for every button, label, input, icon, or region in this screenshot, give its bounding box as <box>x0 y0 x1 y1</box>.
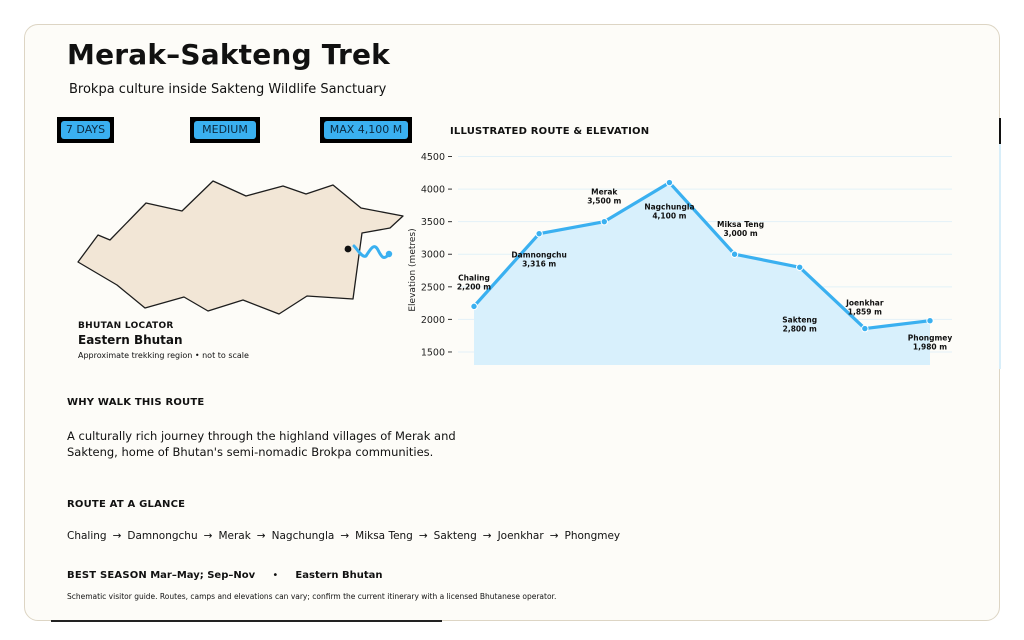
route-arrow: → <box>482 530 492 542</box>
route-stop: Joenkhar <box>497 530 544 542</box>
route-arrow: → <box>256 530 266 542</box>
route-arrow: → <box>340 530 350 542</box>
point-name-label: Damnongchu <box>511 251 566 260</box>
point-name-label: Sakteng <box>782 315 817 324</box>
point-value-label: 2,800 m <box>783 324 817 333</box>
disclaimer: Schematic visitor guide. Routes, camps a… <box>67 592 557 601</box>
route-stop: Damnongchu <box>127 530 198 542</box>
glance-heading: ROUTE AT A GLANCE <box>67 499 186 510</box>
badge-difficulty: MEDIUM <box>190 117 260 143</box>
badge-duration-label: 7 DAYS <box>61 121 110 139</box>
elevation-point <box>730 250 739 258</box>
elevation-point <box>470 302 478 311</box>
route-stop: Miksa Teng <box>355 530 413 542</box>
route-stops: Chaling → Damnongchu → Merak → Nagchungla → Miks… <box>67 530 620 542</box>
chart-line-layer <box>470 178 934 333</box>
point-name-label: Joenkhar <box>845 299 884 308</box>
season-region: Eastern Bhutan <box>295 570 383 581</box>
page-title: Merak–Sakteng Trek <box>67 38 391 71</box>
y-tick-label: 2500 <box>421 282 445 293</box>
point-value-label: 3,000 m <box>723 229 757 238</box>
why-body: A culturally rich journey through the hi… <box>67 429 456 459</box>
chart-y-axis: 1500 2000 2500 3000 3500 4000 4500 <box>421 152 452 358</box>
route-arrow: → <box>418 530 428 542</box>
route-arrow: → <box>549 530 559 542</box>
y-tick-label: 3000 <box>421 250 445 261</box>
page-subtitle: Brokpa culture inside Sakteng Wildlife S… <box>69 82 387 97</box>
elevation-line <box>472 180 932 331</box>
season-separator: • <box>272 570 279 581</box>
y-tick-label: 4500 <box>421 152 445 163</box>
locator-note: Approximate trekking region • not to sca… <box>78 351 249 360</box>
route-end-marker <box>385 250 393 258</box>
point-name-label: Miksa Teng <box>717 220 764 229</box>
badge-max-altitude: MAX 4,100 M <box>320 117 412 143</box>
point-value-label: 1,859 m <box>848 308 882 317</box>
point-name-label: Phongmey <box>908 334 953 343</box>
elevation-area <box>474 182 930 365</box>
elevation-point <box>535 229 543 238</box>
locator-region: Eastern Bhutan <box>78 333 183 347</box>
bhutan-outline-icon <box>77 180 404 315</box>
season-value: Mar–May; Sep–Nov <box>150 570 256 581</box>
point-name-label: Chaling <box>458 273 490 282</box>
elevation-chart: 1500 2000 2500 3000 3500 4000 4500 Chaling2,20… <box>408 152 952 365</box>
point-name-label: Nagchungla <box>644 203 694 212</box>
elevation-point <box>600 217 608 226</box>
route-arrow: → <box>112 530 122 542</box>
chart-area-layer <box>474 182 930 365</box>
badge-difficulty-label: MEDIUM <box>194 121 256 139</box>
y-tick-label: 3500 <box>421 217 445 228</box>
y-tick-label: 1500 <box>421 347 445 358</box>
chart-edge-fill <box>999 144 1001 369</box>
badge-duration: 7 DAYS <box>57 117 114 143</box>
bhutan-outline-shape <box>77 180 404 315</box>
y-axis-label: Elevation (metres) <box>408 228 418 311</box>
chart-title: ILLUSTRATED ROUTE & ELEVATION <box>450 126 650 137</box>
badge-max-altitude-label: MAX 4,100 M <box>324 121 408 139</box>
route-stop: Merak <box>218 530 251 542</box>
why-heading: WHY WALK THIS ROUTE <box>67 397 205 408</box>
elevation-point <box>665 178 674 187</box>
bottom-rule <box>51 620 442 622</box>
locator-label: BHUTAN LOCATOR <box>78 321 174 331</box>
elevation-point <box>926 316 934 325</box>
point-value-label: 2,200 m <box>457 282 491 291</box>
route-arrow: → <box>203 530 213 542</box>
point-value-label: 3,316 m <box>522 260 556 269</box>
elevation-point <box>796 263 804 271</box>
elevation-point <box>861 324 869 333</box>
route-start-marker <box>344 245 352 253</box>
y-tick-label: 4000 <box>421 185 445 196</box>
route-stop: Nagchungla <box>271 530 335 542</box>
point-value-label: 3,500 m <box>587 197 621 206</box>
point-value-label: 1,980 m <box>913 343 947 352</box>
route-stop: Sakteng <box>433 530 477 542</box>
point-value-label: 4,100 m <box>652 212 686 221</box>
route-stop: Phongmey <box>564 530 621 542</box>
route-stop: Chaling <box>67 530 107 542</box>
trek-route-squiggle-icon <box>352 244 391 259</box>
season-line: BEST SEASON Mar–May; Sep–Nov • Eastern B… <box>67 570 383 581</box>
season-label: BEST SEASON <box>67 570 148 581</box>
point-name-label: Merak <box>591 188 618 197</box>
chart-edge-bar <box>999 118 1001 144</box>
y-tick-label: 2000 <box>421 315 445 326</box>
